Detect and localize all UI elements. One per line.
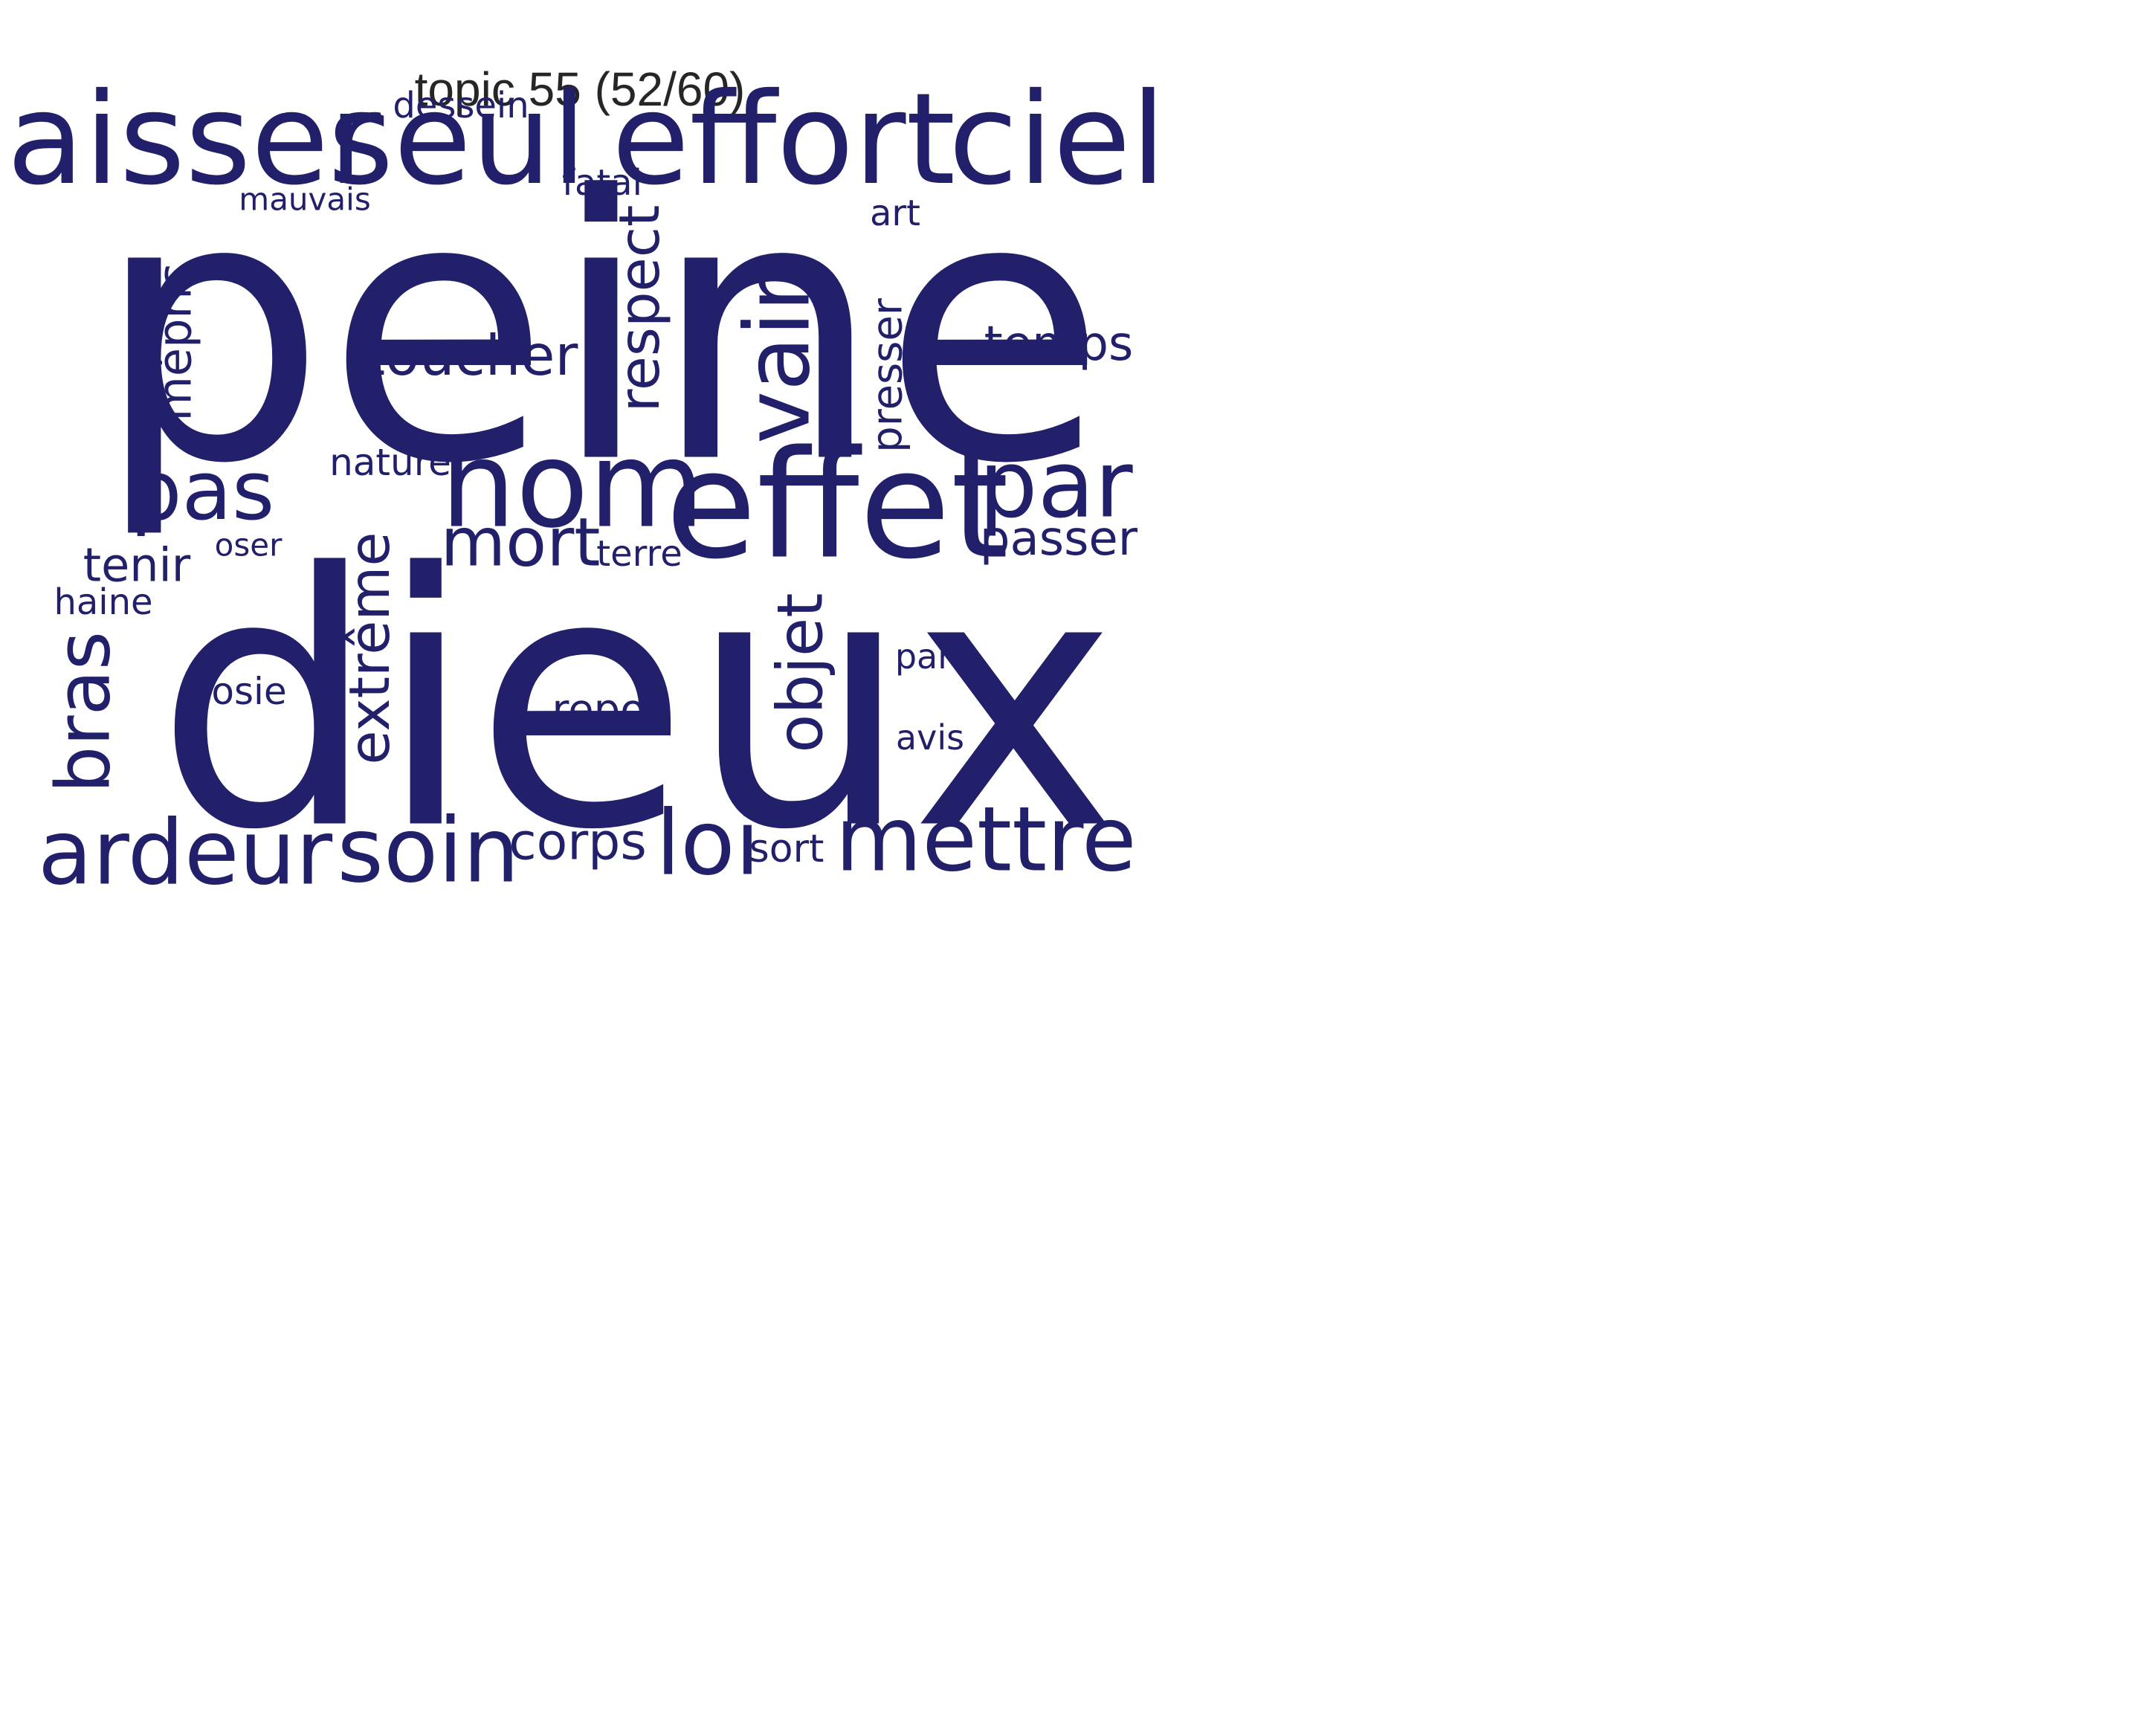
word-toucher: toucher <box>364 323 578 388</box>
word-vain: vain <box>727 255 830 444</box>
word-extrême: extrême <box>337 532 402 764</box>
word-fatal: fatal <box>562 162 642 204</box>
word-ardeur: ardeur <box>38 802 333 906</box>
word-peine: peine <box>95 119 1107 543</box>
word-seul: seul <box>328 66 587 213</box>
word-corps: corps <box>509 813 647 872</box>
word-respect: respect <box>607 205 672 413</box>
word-avis: avis <box>896 717 964 758</box>
word-laisser: laisser <box>0 66 381 213</box>
word-effort: effort <box>612 66 955 213</box>
word-terre: terre <box>596 533 682 575</box>
word-repos: repos <box>552 686 667 735</box>
word-nature: nature <box>329 441 451 484</box>
word-art: art <box>870 193 920 234</box>
word-loi: loi <box>656 793 760 896</box>
word-soin: soin <box>337 800 519 903</box>
word-passer: passer <box>980 512 1138 567</box>
word-mauvais: mauvais <box>239 181 370 218</box>
word-presser: presser <box>864 297 912 453</box>
word-haine: haine <box>54 581 152 623</box>
word-mépris: mépris <box>148 263 202 422</box>
word-pas: pas <box>130 443 275 538</box>
word-par: par <box>978 431 1133 539</box>
word-tenir: tenir <box>83 538 191 593</box>
word-mettre: mettre <box>835 789 1136 892</box>
word-temps: temps <box>984 317 1134 372</box>
word-part: part <box>895 636 965 677</box>
word-sosie: sosie <box>192 670 286 713</box>
word-effet: effet <box>665 419 1009 593</box>
word-ciel: ciel <box>949 66 1160 213</box>
figure-title: topic 55 (52/60) <box>414 62 746 116</box>
word-dessein: dessein <box>393 85 529 126</box>
word-oser: oser <box>215 527 283 564</box>
word-mort: mort <box>440 504 600 582</box>
word-sort: sort <box>749 827 824 871</box>
word-objet: objet <box>764 593 838 752</box>
word-nom: nom <box>440 416 704 555</box>
word-bras: bras <box>40 631 127 793</box>
word-dieux: dieux <box>155 500 1117 906</box>
